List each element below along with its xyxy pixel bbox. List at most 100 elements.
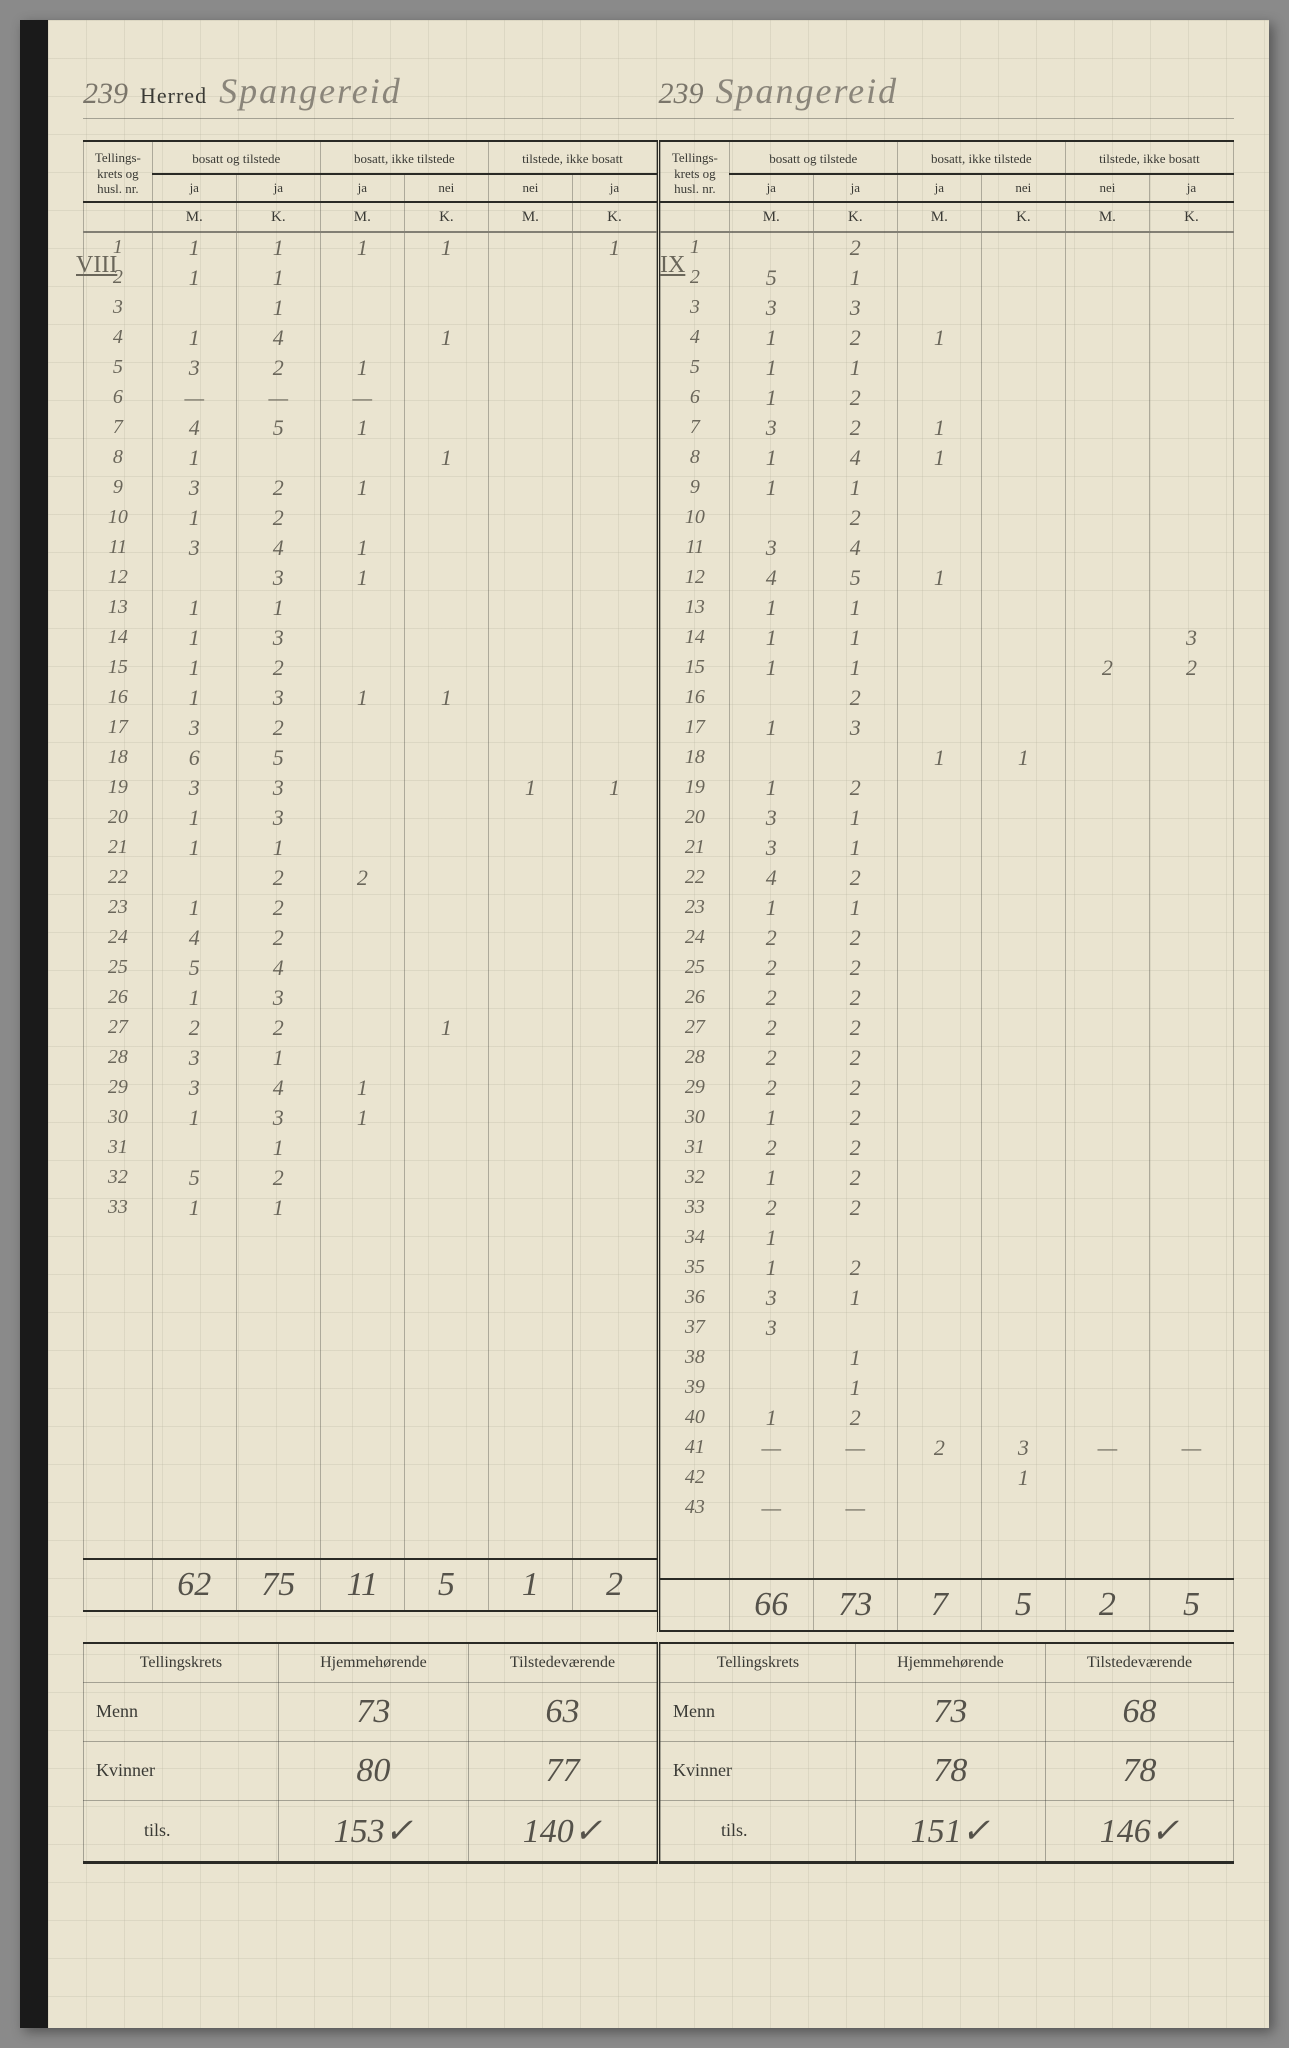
cell-value: 1 bbox=[236, 1133, 320, 1163]
cell-value bbox=[1065, 1493, 1149, 1523]
cell-value bbox=[897, 923, 981, 953]
col-g3b: ja bbox=[1149, 174, 1233, 202]
cell-value: 1 bbox=[152, 683, 236, 713]
cell-value bbox=[1065, 1103, 1149, 1133]
cell-value: 3 bbox=[236, 983, 320, 1013]
cell-value: 1 bbox=[813, 653, 897, 683]
cell-value: 1 bbox=[404, 443, 488, 473]
row-number: 42 bbox=[661, 1463, 730, 1493]
col-K: K. bbox=[404, 202, 488, 232]
cell-value: 1 bbox=[813, 1343, 897, 1373]
cell-value bbox=[897, 1103, 981, 1133]
cell-value bbox=[572, 1043, 656, 1073]
cell-value bbox=[981, 1103, 1065, 1133]
cell-value: 2 bbox=[1065, 653, 1149, 683]
cell-value bbox=[981, 293, 1065, 323]
col-M: M. bbox=[320, 202, 404, 232]
cell-value bbox=[981, 1551, 1065, 1579]
cell-value bbox=[572, 353, 656, 383]
cell-value: 2 bbox=[813, 683, 897, 713]
row-number: 17 bbox=[84, 713, 153, 743]
cell-value bbox=[981, 353, 1065, 383]
summary-row-tils: tils. 151✓ 146✓ bbox=[661, 1800, 1234, 1862]
cell-value: 2 bbox=[236, 863, 320, 893]
row-number: 19 bbox=[661, 773, 730, 803]
cell-value: 1 bbox=[320, 1103, 404, 1133]
cell-value bbox=[572, 1335, 656, 1363]
row-label: tils. bbox=[84, 1800, 279, 1862]
table-row bbox=[84, 1419, 657, 1447]
cell-value bbox=[572, 593, 656, 623]
table-row: 333 bbox=[661, 293, 1234, 323]
table-row: 251 bbox=[661, 263, 1234, 293]
cell-value bbox=[236, 1251, 320, 1279]
cell-value bbox=[572, 833, 656, 863]
cell-value: 3 bbox=[152, 1043, 236, 1073]
cell-value: 1 bbox=[729, 353, 813, 383]
table-row bbox=[84, 1279, 657, 1307]
cell-value bbox=[488, 593, 572, 623]
table-row bbox=[84, 1251, 657, 1279]
table-row: 5321 bbox=[84, 353, 657, 383]
cell-value bbox=[572, 473, 656, 503]
row-number: 20 bbox=[84, 803, 153, 833]
cell-value bbox=[572, 1307, 656, 1335]
cell-value bbox=[813, 1523, 897, 1551]
cell-value bbox=[1149, 503, 1233, 533]
cell-value bbox=[897, 1133, 981, 1163]
table-body-left: 11111121131414153216———74518119321101211… bbox=[84, 232, 657, 1611]
cell-value bbox=[981, 983, 1065, 1013]
row-number: 18 bbox=[84, 743, 153, 773]
cell-value: 1 bbox=[813, 593, 897, 623]
table-row: 2013 bbox=[84, 803, 657, 833]
row-number: 13 bbox=[84, 593, 153, 623]
cell-value: 140✓ bbox=[468, 1800, 656, 1862]
cell-value bbox=[404, 1223, 488, 1251]
table-row: 12451 bbox=[661, 563, 1234, 593]
cell-value bbox=[572, 623, 656, 653]
cell-value bbox=[320, 1133, 404, 1163]
cell-value bbox=[981, 893, 1065, 923]
cell-value bbox=[1065, 1253, 1149, 1283]
cell-value bbox=[813, 743, 897, 773]
row-number: 25 bbox=[84, 953, 153, 983]
cell-value bbox=[404, 983, 488, 1013]
table-row: 161311 bbox=[84, 683, 657, 713]
cell-value: 1 bbox=[813, 473, 897, 503]
cell-value: 2 bbox=[813, 383, 897, 413]
cell-value bbox=[572, 1447, 656, 1475]
cell-value bbox=[1065, 623, 1149, 653]
cell-value bbox=[1149, 743, 1233, 773]
cell-value bbox=[1149, 263, 1233, 293]
section-label-left: VIII bbox=[76, 252, 117, 279]
cell-value: 3 bbox=[729, 293, 813, 323]
cell-value bbox=[404, 383, 488, 413]
cell-value bbox=[152, 1133, 236, 1163]
totals-value: 7 bbox=[897, 1579, 981, 1631]
cell-value bbox=[404, 503, 488, 533]
cell-value: 68 bbox=[1045, 1682, 1233, 1741]
cell-value bbox=[1065, 323, 1149, 353]
cell-value bbox=[320, 1447, 404, 1475]
cell-value bbox=[404, 743, 488, 773]
cell-value: 1 bbox=[897, 443, 981, 473]
col-K: K. bbox=[1149, 202, 1233, 232]
row-number: 6 bbox=[661, 383, 730, 413]
row-number: 9 bbox=[84, 473, 153, 503]
cell-value bbox=[1065, 353, 1149, 383]
cell-value: 3 bbox=[236, 803, 320, 833]
table-row: 3122 bbox=[661, 1133, 1234, 1163]
cell-value bbox=[981, 443, 1065, 473]
cell-value bbox=[1065, 863, 1149, 893]
cell-value bbox=[84, 1363, 153, 1391]
census-tables: Tellings- krets og husl. nr. bosatt og t… bbox=[83, 140, 1234, 1632]
cell-value bbox=[320, 1043, 404, 1073]
cell-value bbox=[320, 953, 404, 983]
cell-value: — bbox=[152, 383, 236, 413]
cell-value bbox=[404, 1503, 488, 1531]
cell-value bbox=[572, 1163, 656, 1193]
cell-value bbox=[404, 1391, 488, 1419]
row-number: 29 bbox=[84, 1073, 153, 1103]
cell-value: 4 bbox=[236, 953, 320, 983]
cell-value: — bbox=[1149, 1433, 1233, 1463]
